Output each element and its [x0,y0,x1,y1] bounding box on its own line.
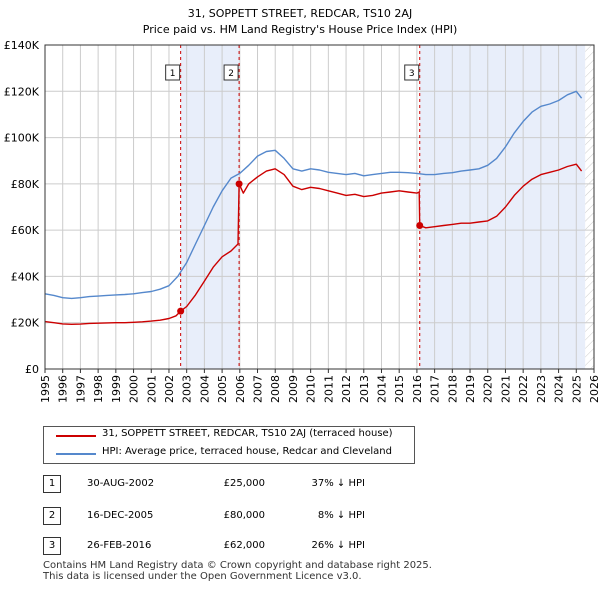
y-tick-label: £140K [4,39,40,52]
transaction-row: 1 30-AUG-2002 £25,000 37% ↓ HPI [43,475,563,495]
transaction-price: £80,000 [223,510,265,521]
transaction-badge: 3 [43,537,61,555]
transaction-badge-box [165,64,181,81]
ownership-shade [419,45,586,369]
chart-title: 31, SOPPETT STREET, REDCAR, TS10 2AJ [188,7,412,20]
transaction-marker [177,307,185,315]
price-chart: 31, SOPPETT STREET, REDCAR, TS10 2AJ Pri… [4,7,600,403]
transaction-price: £25,000 [223,478,265,489]
x-tick-label: 2001 [145,375,158,403]
transaction-hpi-diff: 26% ↓ HPI [311,540,365,551]
x-tick-label: 2013 [358,375,371,403]
x-tick-label: 2019 [464,375,477,403]
legend-label-hpi: HPI: Average price, terraced house, Redc… [102,446,392,457]
ownership-shade [180,45,240,369]
legend-swatch-hpi [56,453,96,455]
transaction-badge-box [223,64,239,81]
x-tick-label: 2021 [499,375,512,403]
transaction-row: 2 16-DEC-2005 £80,000 8% ↓ HPI [43,507,563,527]
future-hatch [585,45,594,369]
property-price-line [44,163,583,325]
transaction-row: 3 26-FEB-2016 £62,000 26% ↓ HPI [43,537,563,557]
x-tick-label: 2018 [446,375,459,403]
transaction-date: 26-FEB-2016 [87,540,152,551]
y-tick-label: £0 [25,363,39,376]
y-tick-label: £20K [11,317,40,330]
x-tick-label: 2008 [269,375,282,403]
legend-item-hpi: HPI: Average price, terraced house, Redc… [44,445,414,463]
x-tick-label: 2006 [234,375,247,403]
chart-subtitle: Price paid vs. HM Land Registry's House … [143,23,458,36]
transaction-marker [416,222,424,230]
x-tick-label: 2015 [393,375,406,403]
legend: 31, SOPPETT STREET, REDCAR, TS10 2AJ (te… [43,426,415,464]
y-tick-label: £80K [11,178,40,191]
x-tick-label: 1995 [39,375,52,403]
footer: Contains HM Land Registry data © Crown c… [43,560,432,582]
x-tick-label: 2020 [482,375,495,403]
x-tick-label: 2007 [252,375,265,403]
x-tick-label: 1998 [92,375,105,403]
x-tick-label: 2012 [340,375,353,403]
footer-copyright: Contains HM Land Registry data © Crown c… [43,560,432,571]
y-tick-label: £100K [4,132,40,145]
x-tick-label: 2009 [287,375,300,403]
plot-frame [44,44,595,370]
legend-item-property: 31, SOPPETT STREET, REDCAR, TS10 2AJ (te… [44,427,414,445]
transaction-badge-label: 2 [228,69,234,79]
x-tick-label: 2024 [553,375,566,403]
hpi-line [44,90,583,300]
x-tick-label: 1996 [57,375,70,403]
x-tick-label: 2022 [517,375,530,403]
x-tick-label: 2026 [588,375,600,403]
x-tick-label: 1999 [110,375,123,403]
x-tick-label: 2005 [216,375,229,403]
transaction-marker [235,180,243,188]
legend-label-property: 31, SOPPETT STREET, REDCAR, TS10 2AJ (te… [102,428,393,439]
legend-swatch-property [56,435,96,437]
transaction-hpi-diff: 8% ↓ HPI [317,510,365,521]
x-tick-label: 2025 [570,375,583,403]
x-tick-label: 1997 [74,375,87,403]
x-tick-label: 2010 [305,375,318,403]
y-tick-label: £40K [11,270,40,283]
x-tick-label: 2000 [128,375,141,403]
transaction-hpi-diff: 37% ↓ HPI [311,478,365,489]
transaction-price: £62,000 [223,540,265,551]
transaction-badge-box [404,64,420,81]
x-tick-label: 2011 [322,375,335,403]
x-tick-label: 2017 [429,375,442,403]
footer-license: This data is licensed under the Open Gov… [43,571,362,582]
transaction-badge: 2 [43,507,61,525]
x-tick-label: 2004 [198,375,211,403]
transaction-date: 16-DEC-2005 [87,510,154,521]
transaction-date: 30-AUG-2002 [87,478,155,489]
x-tick-label: 2023 [535,375,548,403]
transaction-badge-label: 1 [170,69,176,79]
x-tick-label: 2016 [411,375,424,403]
transaction-badge-label: 3 [409,69,415,79]
x-tick-label: 2014 [375,375,388,403]
y-tick-label: £120K [4,85,40,98]
y-tick-label: £60K [11,224,40,237]
x-tick-label: 2003 [181,375,194,403]
transaction-badge: 1 [43,475,61,493]
x-tick-label: 2002 [163,375,176,403]
